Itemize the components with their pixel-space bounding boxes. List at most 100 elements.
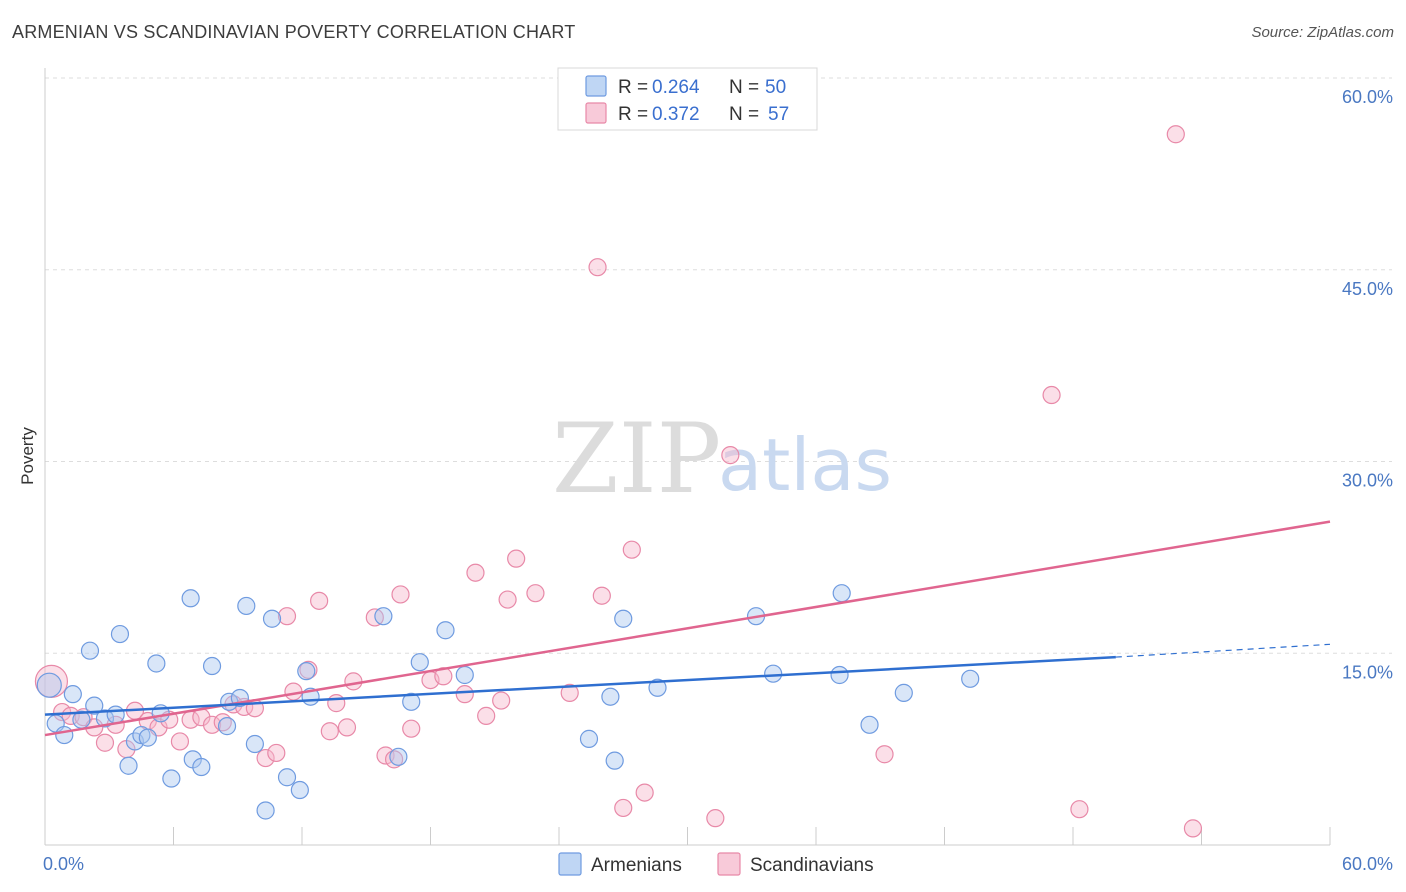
scandinavians-point bbox=[320, 722, 339, 741]
armenians-points bbox=[36, 584, 980, 820]
scandinavians-trendline bbox=[44, 520, 1331, 737]
armenians-point bbox=[262, 609, 282, 628]
scandinavians-point bbox=[466, 563, 485, 582]
scandinavians-point bbox=[267, 743, 286, 763]
y-tick-label: 60.0% bbox=[1342, 87, 1393, 107]
armenians-point bbox=[237, 596, 256, 616]
armenians-point bbox=[579, 729, 599, 748]
armenians-point bbox=[402, 692, 421, 711]
scandinavians-point bbox=[310, 591, 329, 610]
chart-title: ARMENIAN VS SCANDINAVIAN POVERTY CORRELA… bbox=[12, 22, 576, 42]
x-tick-label: 0.0% bbox=[43, 854, 84, 874]
legend-armenians-r-value: 0.264 bbox=[652, 77, 700, 98]
armenians-point bbox=[181, 589, 200, 608]
y-axis-title: Poverty bbox=[18, 427, 37, 485]
scandinavians-point bbox=[560, 683, 579, 702]
legend-armenians-r-label: R = bbox=[618, 77, 648, 98]
bottom-legend-armenians-label: Armenians bbox=[591, 855, 682, 876]
armenians-point bbox=[162, 769, 181, 788]
armenians-point bbox=[110, 624, 130, 644]
bottom-legend-scandinavians-swatch bbox=[717, 852, 741, 876]
scandinavians-point bbox=[588, 258, 607, 277]
armenians-point bbox=[614, 609, 633, 628]
armenians-point bbox=[605, 751, 624, 770]
scandinavians-point bbox=[721, 446, 740, 465]
armenians-point bbox=[374, 607, 393, 626]
armenians-point bbox=[138, 728, 157, 747]
armenians-point bbox=[601, 687, 620, 706]
scandinavians-point bbox=[277, 607, 297, 626]
armenians-point bbox=[648, 678, 667, 697]
scandinavians-point bbox=[402, 719, 421, 738]
scandinavians-point bbox=[1070, 800, 1089, 819]
armenians-point bbox=[961, 669, 980, 688]
armenians-point bbox=[119, 756, 138, 775]
legend-scandinavians-n-value: 57 bbox=[768, 104, 789, 125]
bottom-legend-scandinavians-label: Scandinavians bbox=[750, 855, 874, 876]
armenians-point bbox=[217, 717, 237, 736]
armenians-point bbox=[764, 664, 783, 683]
axes bbox=[44, 68, 1331, 846]
scandinavians-point bbox=[391, 585, 410, 604]
armenians-point bbox=[860, 715, 879, 734]
armenians-trendline bbox=[44, 655, 1116, 716]
scandinavians-point bbox=[337, 718, 357, 737]
armenians-point bbox=[832, 584, 851, 603]
armenians-point bbox=[106, 705, 125, 724]
scandinavians-point bbox=[498, 590, 517, 609]
armenians-point bbox=[147, 654, 166, 673]
scandinavians-point bbox=[327, 694, 346, 713]
armenians-point bbox=[830, 665, 849, 685]
legend-scandinavians-r-label: R = bbox=[618, 104, 648, 125]
legend-scandinavians-r-value: 0.372 bbox=[652, 104, 700, 125]
scandinavians-point bbox=[95, 733, 115, 752]
armenians-point bbox=[245, 734, 264, 754]
scandinavians-point bbox=[635, 783, 654, 802]
armenians-point bbox=[36, 672, 62, 698]
bottom-legend-armenians-swatch bbox=[558, 852, 582, 876]
armenians-point bbox=[277, 768, 297, 787]
scandinavians-point bbox=[202, 715, 222, 734]
scandinavians-point bbox=[455, 685, 474, 704]
scandinavians-points bbox=[34, 125, 1203, 838]
armenians-point bbox=[202, 656, 222, 676]
x-tick-labels: 0.0% 60.0% bbox=[43, 854, 1393, 874]
armenians-point bbox=[410, 653, 429, 672]
y-tick-label: 45.0% bbox=[1342, 279, 1393, 299]
armenians-point bbox=[85, 696, 104, 715]
chart-source: Source: ZipAtlas.com bbox=[1251, 24, 1394, 41]
armenians-point bbox=[80, 641, 100, 660]
armenians-point bbox=[55, 725, 74, 745]
armenians-trendline-extension bbox=[1115, 643, 1331, 658]
armenians-point bbox=[290, 780, 309, 800]
y-tick-label: 15.0% bbox=[1342, 662, 1393, 682]
watermark-atlas: atlas bbox=[718, 423, 892, 507]
scandinavians-point bbox=[1042, 385, 1061, 405]
gridlines bbox=[45, 77, 1392, 654]
armenians-point bbox=[894, 683, 913, 702]
scandinavians-point bbox=[170, 732, 190, 751]
scandinavians-point bbox=[1183, 819, 1203, 838]
x-tick-label: 60.0% bbox=[1342, 854, 1393, 874]
armenians-point bbox=[389, 747, 408, 766]
scandinavians-point bbox=[875, 745, 894, 764]
armenians-point bbox=[192, 757, 211, 777]
scandinavians-point bbox=[614, 798, 633, 818]
armenians-point bbox=[63, 685, 82, 704]
y-tick-label: 30.0% bbox=[1342, 471, 1393, 491]
scandinavians-point bbox=[592, 586, 611, 605]
legend-scandinavians-swatch bbox=[585, 102, 607, 124]
scandinavians-point bbox=[477, 706, 496, 725]
y-tick-labels: 15.0% 30.0% 45.0% 60.0% bbox=[1342, 87, 1393, 682]
trendlines bbox=[44, 520, 1331, 737]
scandinavians-point bbox=[1166, 125, 1185, 144]
legend-armenians-n-label: N = bbox=[729, 77, 759, 98]
scandinavians-point bbox=[492, 691, 511, 710]
top-legend: R = 0.264 N = 50 R = 0.372 N = 57 bbox=[557, 67, 818, 131]
scandinavians-point bbox=[706, 809, 725, 828]
armenians-point bbox=[95, 709, 115, 728]
armenians-point bbox=[455, 665, 474, 685]
armenians-point bbox=[297, 662, 316, 681]
armenians-point bbox=[436, 621, 455, 640]
